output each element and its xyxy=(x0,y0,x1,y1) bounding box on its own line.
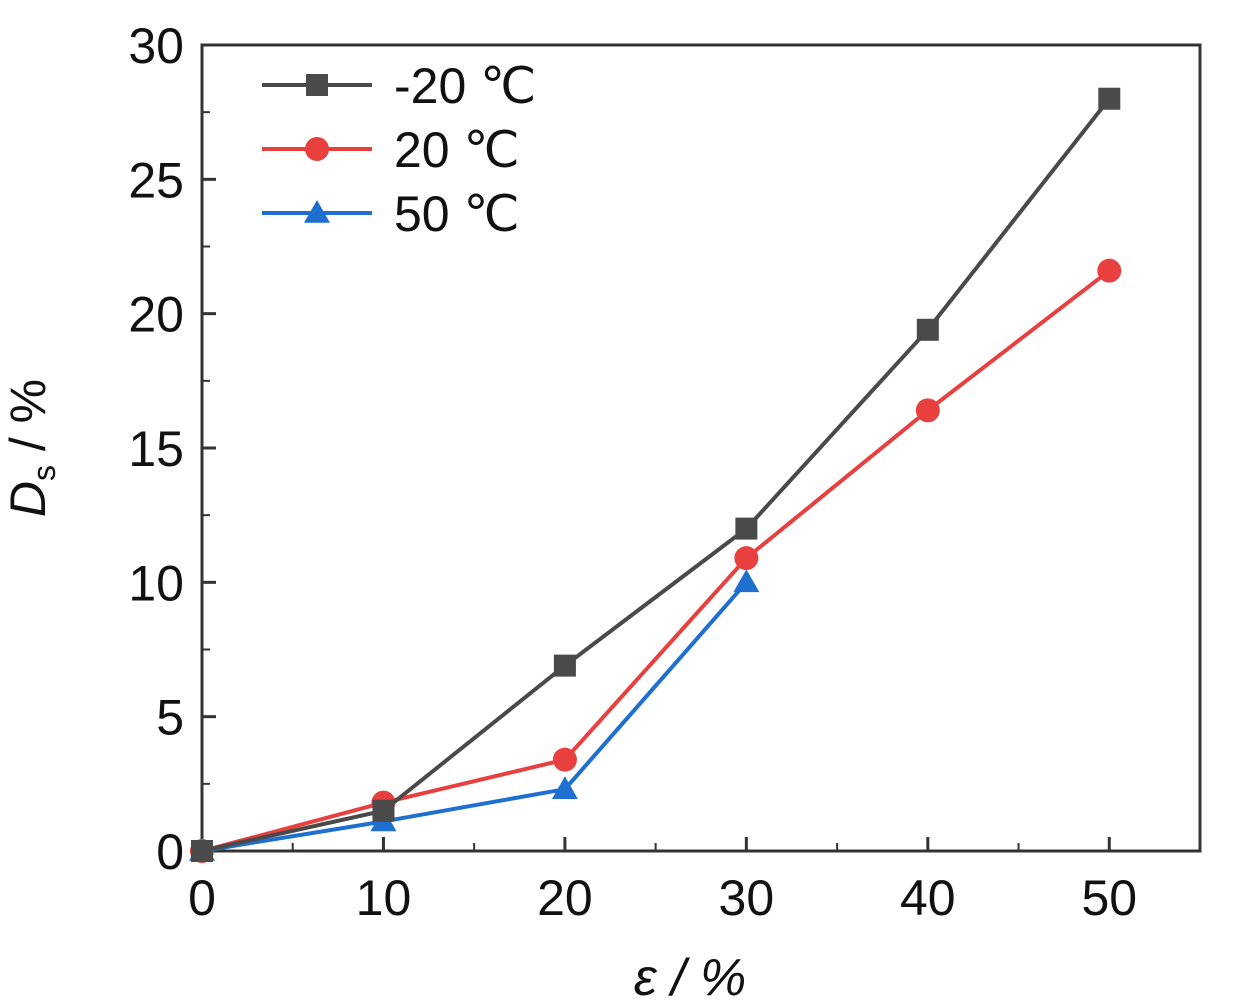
x-tick-label: 40 xyxy=(900,870,956,926)
data-point xyxy=(191,840,213,862)
legend-label: -20 ℃ xyxy=(394,58,536,114)
data-point xyxy=(553,654,576,677)
x-axis-label: ε / % xyxy=(634,949,746,1003)
data-point xyxy=(735,517,758,540)
x-tick-label: 10 xyxy=(356,870,412,926)
data-point xyxy=(733,569,760,593)
legend-label: 50 ℃ xyxy=(394,186,520,242)
series-3 xyxy=(189,569,760,861)
series-line xyxy=(201,269,1111,853)
legend-marker xyxy=(306,74,328,96)
y-tick-label: 20 xyxy=(128,287,184,343)
legend-marker xyxy=(305,137,329,161)
data-point xyxy=(1098,87,1121,110)
legend-entry: 50 ℃ xyxy=(262,186,520,242)
data-point xyxy=(372,799,395,822)
data-point xyxy=(552,747,577,772)
y-tick-label: 10 xyxy=(128,555,184,611)
y-tick-label: 30 xyxy=(128,18,184,74)
series-2 xyxy=(190,258,1122,863)
y-tick-label: 25 xyxy=(128,152,184,208)
legend-marker xyxy=(304,200,330,223)
y-tick-label: 0 xyxy=(156,824,184,880)
y-tick-label: 5 xyxy=(156,690,184,746)
plot-frame xyxy=(200,43,1202,853)
data-point xyxy=(734,546,759,571)
x-axis-ticks: 0 10 20 30 40 50 xyxy=(188,837,1137,926)
data-point xyxy=(915,398,940,423)
series-line xyxy=(201,581,748,853)
legend-entry: -20 ℃ xyxy=(262,58,536,114)
y-axis-label-unit: / % xyxy=(0,379,56,465)
data-point xyxy=(551,776,578,799)
x-tick-label: 30 xyxy=(719,870,775,926)
y-axis-label-main: D xyxy=(0,481,56,517)
data-point xyxy=(1097,258,1122,283)
y-tick-label: 15 xyxy=(128,421,184,477)
series-line xyxy=(201,97,1111,853)
y-axis-label-subscript: s xyxy=(26,465,62,481)
y-axis-ticks: 0 5 10 15 20 25 30 xyxy=(128,18,216,880)
legend-entry: 20 ℃ xyxy=(262,122,520,178)
x-tick-label: 0 xyxy=(188,870,216,926)
series-1 xyxy=(191,87,1121,862)
x-tick-label: 20 xyxy=(537,870,593,926)
legend: -20 ℃ 20 ℃ 50 ℃ xyxy=(262,58,536,242)
series-layer xyxy=(189,87,1122,863)
data-point xyxy=(916,318,939,341)
x-tick-label: 50 xyxy=(1081,870,1137,926)
legend-label: 20 ℃ xyxy=(394,122,520,178)
y-axis-label: Ds / % xyxy=(0,379,62,517)
